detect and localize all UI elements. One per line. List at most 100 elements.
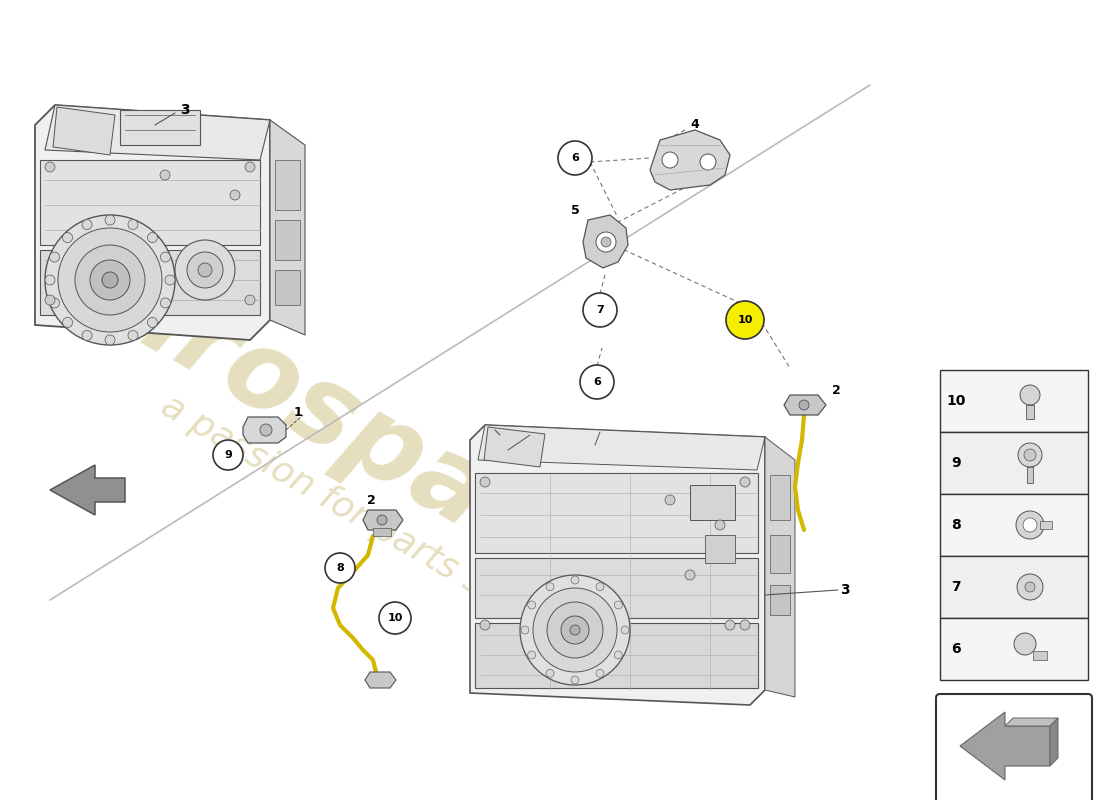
Bar <box>475 623 758 688</box>
Circle shape <box>187 252 223 288</box>
Polygon shape <box>50 465 125 515</box>
Text: 10: 10 <box>946 394 966 408</box>
Circle shape <box>1018 574 1043 600</box>
Circle shape <box>75 245 145 315</box>
Text: 6: 6 <box>952 642 960 656</box>
Text: 8: 8 <box>952 518 961 532</box>
Circle shape <box>161 298 170 308</box>
Bar <box>475 558 758 618</box>
Circle shape <box>45 275 55 285</box>
Circle shape <box>1018 443 1042 467</box>
Bar <box>40 160 260 245</box>
Bar <box>770 475 790 520</box>
Circle shape <box>175 240 235 300</box>
Circle shape <box>1016 511 1044 539</box>
Bar <box>690 485 735 520</box>
Circle shape <box>90 260 130 300</box>
Circle shape <box>596 670 604 678</box>
Bar <box>1033 651 1047 660</box>
Circle shape <box>1014 633 1036 655</box>
Bar <box>1040 521 1052 529</box>
Circle shape <box>666 495 675 505</box>
Circle shape <box>324 553 355 583</box>
Circle shape <box>662 152 678 168</box>
Circle shape <box>547 602 603 658</box>
Bar <box>705 535 735 563</box>
Text: 2: 2 <box>366 494 375 506</box>
Circle shape <box>726 301 764 339</box>
Bar <box>940 370 1088 432</box>
Text: 9: 9 <box>952 456 960 470</box>
Circle shape <box>528 651 536 659</box>
Polygon shape <box>470 425 764 705</box>
Circle shape <box>521 626 529 634</box>
Circle shape <box>128 330 138 341</box>
Text: 2: 2 <box>832 383 840 397</box>
Circle shape <box>379 602 411 634</box>
Polygon shape <box>1050 718 1058 766</box>
Text: 4: 4 <box>691 118 700 131</box>
Circle shape <box>104 215 116 225</box>
Circle shape <box>520 575 630 685</box>
Circle shape <box>45 295 55 305</box>
Polygon shape <box>243 417 286 443</box>
Circle shape <box>50 252 59 262</box>
Circle shape <box>725 620 735 630</box>
Polygon shape <box>53 107 116 155</box>
Polygon shape <box>960 712 1050 780</box>
Circle shape <box>740 620 750 630</box>
Circle shape <box>715 520 725 530</box>
Text: 7: 7 <box>952 580 960 594</box>
Circle shape <box>147 233 157 242</box>
Circle shape <box>50 298 59 308</box>
Bar <box>120 110 200 145</box>
Bar <box>940 432 1088 494</box>
Polygon shape <box>478 425 764 470</box>
Text: 8: 8 <box>337 563 344 573</box>
Text: 6: 6 <box>593 377 601 387</box>
Circle shape <box>260 424 272 436</box>
Circle shape <box>558 141 592 175</box>
Circle shape <box>480 477 490 487</box>
Bar <box>275 160 300 210</box>
Circle shape <box>601 237 610 247</box>
Polygon shape <box>363 510 403 530</box>
Bar <box>275 270 300 305</box>
Polygon shape <box>764 437 795 697</box>
Circle shape <box>621 626 629 634</box>
Polygon shape <box>650 130 730 190</box>
Bar <box>40 250 260 315</box>
Text: 5: 5 <box>571 203 580 217</box>
Circle shape <box>213 440 243 470</box>
Text: 6: 6 <box>571 153 579 163</box>
Circle shape <box>82 219 92 230</box>
Circle shape <box>1023 518 1037 532</box>
Circle shape <box>614 601 623 609</box>
Circle shape <box>161 252 170 262</box>
Circle shape <box>528 601 536 609</box>
Polygon shape <box>270 120 305 335</box>
Bar <box>475 473 758 553</box>
Circle shape <box>82 330 92 341</box>
Circle shape <box>546 670 554 678</box>
Circle shape <box>45 162 55 172</box>
Polygon shape <box>35 105 270 340</box>
Circle shape <box>685 570 695 580</box>
Circle shape <box>58 228 162 332</box>
Circle shape <box>546 582 554 590</box>
Circle shape <box>534 588 617 672</box>
Circle shape <box>480 620 490 630</box>
Circle shape <box>377 515 387 525</box>
Circle shape <box>799 400 808 410</box>
Circle shape <box>614 651 623 659</box>
Circle shape <box>63 233 73 242</box>
Circle shape <box>580 365 614 399</box>
Circle shape <box>596 582 604 590</box>
Text: a passion for parts since 1965: a passion for parts since 1965 <box>155 389 645 691</box>
Bar <box>1027 467 1033 483</box>
Circle shape <box>104 335 116 345</box>
Polygon shape <box>784 395 826 415</box>
Bar <box>770 585 790 615</box>
Circle shape <box>583 293 617 327</box>
Circle shape <box>571 576 579 584</box>
